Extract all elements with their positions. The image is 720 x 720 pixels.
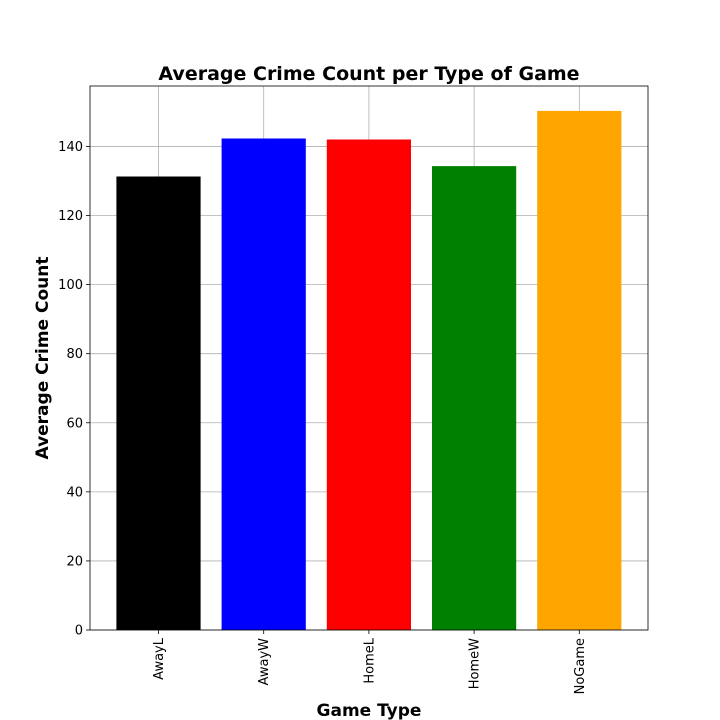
x-tick-label-awayw: AwayW [257,638,272,686]
x-tick-label-homew: HomeW [468,638,483,689]
y-axis-label: Average Crime Count [33,257,53,460]
x-tick-label-homel: HomeL [362,637,377,683]
x-axis-label: Game Type [317,701,422,720]
y-tick-label: 0 [75,624,83,639]
y-tick-label: 40 [66,485,83,500]
y-axis: 0 20 40 60 80 100 120 140 [58,140,90,639]
y-tick-label: 20 [66,554,83,569]
plot-frame [89,85,649,631]
bar-nogame [537,110,622,630]
y-tick-label: 60 [66,416,83,431]
bar-awayw [221,138,306,630]
y-tick-label: 80 [66,347,83,362]
chart-title: Average Crime Count per Type of Game [158,63,579,85]
y-tick-label: 100 [58,278,83,293]
bar-awayl [116,176,201,630]
x-axis: AwayL AwayW HomeL HomeW NoGame [152,630,588,694]
bar-homel [326,139,411,630]
x-tick-label-nogame: NoGame [573,638,588,694]
bars [116,110,622,630]
bar-homew [432,166,517,630]
x-tick-label-awayl: AwayL [152,637,167,680]
y-tick-label: 140 [58,140,83,155]
y-tick-label: 120 [58,209,83,224]
